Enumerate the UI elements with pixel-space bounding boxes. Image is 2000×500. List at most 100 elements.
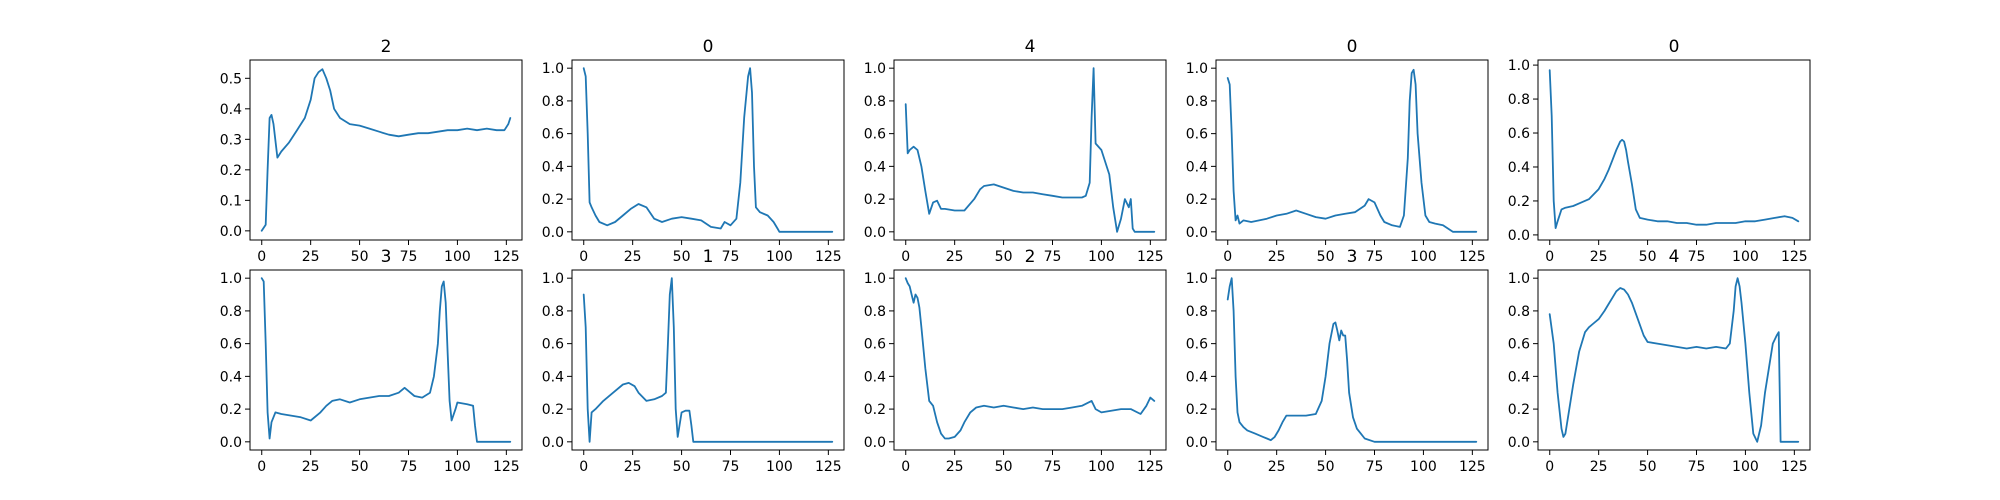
series-line [904, 67, 1156, 233]
x-tick-label: 50 [351, 459, 369, 475]
x-tick-label: 125 [1459, 249, 1486, 265]
series-line [1226, 277, 1478, 443]
y-tick-label: 0.2 [1186, 402, 1208, 418]
y-tick-label: 1.0 [1508, 58, 1530, 74]
x-tick-label: 75 [1044, 459, 1062, 475]
axes-frame [571, 269, 845, 451]
x-tick-label: 75 [1366, 249, 1384, 265]
y-tick-label: 0.8 [864, 94, 886, 110]
x-tick-label: 0 [257, 249, 266, 265]
y-tick-label: 0.8 [864, 304, 886, 320]
series-line [260, 68, 512, 232]
y-tick-label: 1.0 [864, 271, 886, 287]
y-tick-label: 0.8 [542, 304, 564, 320]
series-line [904, 277, 1156, 440]
x-tick-label: 50 [995, 459, 1013, 475]
subplot-3: 0 25 50 75 100 125 0.0 0.2 0.4 0.6 0.8 1.0 4 [864, 37, 1167, 265]
y-tick-label: 0.2 [864, 192, 886, 208]
series-line [1548, 277, 1800, 443]
subplot-9: 0 25 50 75 100 125 0.0 0.2 0.4 0.6 0.8 1.0 3 [1186, 247, 1489, 475]
y-tick-label: 0.6 [864, 337, 886, 353]
x-tick-label: 100 [1088, 459, 1115, 475]
y-tick-label: 1.0 [542, 61, 564, 77]
x-tick-label: 50 [673, 249, 691, 265]
subplot-2: 0 25 50 75 100 125 0.0 0.2 0.4 0.6 0.8 1.0 0 [542, 37, 845, 265]
subplot-title: 0 [1347, 37, 1358, 57]
y-tick-label: 0.4 [1186, 159, 1208, 175]
y-tick-label: 0.2 [220, 402, 242, 418]
y-tick-label: 0.0 [220, 435, 242, 451]
subplot-8: 0 25 50 75 100 125 0.0 0.2 0.4 0.6 0.8 1.0 2 [864, 247, 1167, 475]
subplot-title: 0 [1669, 37, 1680, 57]
y-tick-label: 0.0 [1508, 228, 1530, 244]
x-tick-label: 125 [493, 459, 520, 475]
x-tick-label: 75 [400, 459, 418, 475]
subplot-title: 0 [703, 37, 714, 57]
x-tick-label: 100 [1410, 249, 1437, 265]
subplot-5: 0 25 50 75 100 125 0.0 0.2 0.4 0.6 0.8 1.0 0 [1508, 37, 1811, 265]
series-line [1548, 69, 1800, 229]
axes-frame [571, 59, 845, 241]
x-tick-label: 25 [946, 459, 964, 475]
y-tick-label: 0.0 [542, 225, 564, 241]
y-tick-label: 0.1 [220, 193, 242, 209]
series-line [582, 277, 834, 443]
y-tick-label: 1.0 [1508, 271, 1530, 287]
y-tick-label: 0.2 [1186, 192, 1208, 208]
x-tick-label: 50 [351, 249, 369, 265]
subplot-title: 4 [1669, 247, 1680, 267]
y-tick-label: 0.5 [220, 71, 242, 87]
y-tick-label: 0.4 [1186, 369, 1208, 385]
x-tick-label: 75 [1044, 249, 1062, 265]
y-tick-label: 1.0 [1186, 271, 1208, 287]
y-tick-label: 1.0 [220, 271, 242, 287]
y-tick-label: 1.0 [542, 271, 564, 287]
axes-frame [249, 269, 523, 451]
series-line [1226, 68, 1478, 233]
x-tick-label: 25 [302, 249, 320, 265]
axes-frame [1537, 59, 1811, 241]
subplot-title: 4 [1025, 37, 1036, 57]
subplot-7: 0 25 50 75 100 125 0.0 0.2 0.4 0.6 0.8 1.0 1 [542, 247, 845, 475]
y-tick-label: 0.6 [1508, 126, 1530, 142]
x-tick-label: 0 [1545, 459, 1554, 475]
x-tick-label: 0 [579, 459, 588, 475]
x-tick-label: 0 [257, 459, 266, 475]
y-tick-label: 0.4 [1508, 369, 1530, 385]
subplot-title: 2 [1025, 247, 1036, 267]
y-tick-label: 0.2 [864, 402, 886, 418]
y-tick-label: 0.6 [542, 127, 564, 143]
x-tick-label: 50 [1639, 249, 1657, 265]
x-tick-label: 100 [1088, 249, 1115, 265]
y-tick-label: 0.6 [1186, 337, 1208, 353]
x-tick-label: 125 [493, 249, 520, 265]
x-tick-label: 100 [444, 249, 471, 265]
x-tick-label: 125 [1781, 249, 1808, 265]
x-tick-label: 125 [1137, 459, 1164, 475]
y-tick-label: 0.0 [864, 225, 886, 241]
y-tick-label: 0.0 [220, 224, 242, 240]
x-tick-label: 50 [1317, 459, 1335, 475]
x-tick-label: 125 [1137, 249, 1164, 265]
x-tick-label: 75 [722, 249, 740, 265]
x-tick-label: 0 [1223, 249, 1232, 265]
x-tick-label: 50 [1317, 249, 1335, 265]
x-tick-label: 75 [1366, 459, 1384, 475]
x-tick-label: 100 [1410, 459, 1437, 475]
y-tick-label: 1.0 [864, 61, 886, 77]
x-tick-label: 0 [901, 459, 910, 475]
series-line [582, 67, 834, 233]
y-tick-label: 0.0 [1508, 435, 1530, 451]
x-tick-label: 125 [1781, 459, 1808, 475]
y-tick-label: 0.8 [220, 304, 242, 320]
x-tick-label: 25 [1590, 459, 1608, 475]
y-tick-label: 0.2 [220, 163, 242, 179]
y-tick-label: 0.4 [542, 159, 564, 175]
x-tick-label: 100 [1732, 249, 1759, 265]
y-tick-label: 0.6 [1508, 337, 1530, 353]
x-tick-label: 25 [1268, 459, 1286, 475]
x-tick-label: 50 [1639, 459, 1657, 475]
y-tick-label: 0.8 [1508, 92, 1530, 108]
y-tick-label: 0.0 [864, 435, 886, 451]
